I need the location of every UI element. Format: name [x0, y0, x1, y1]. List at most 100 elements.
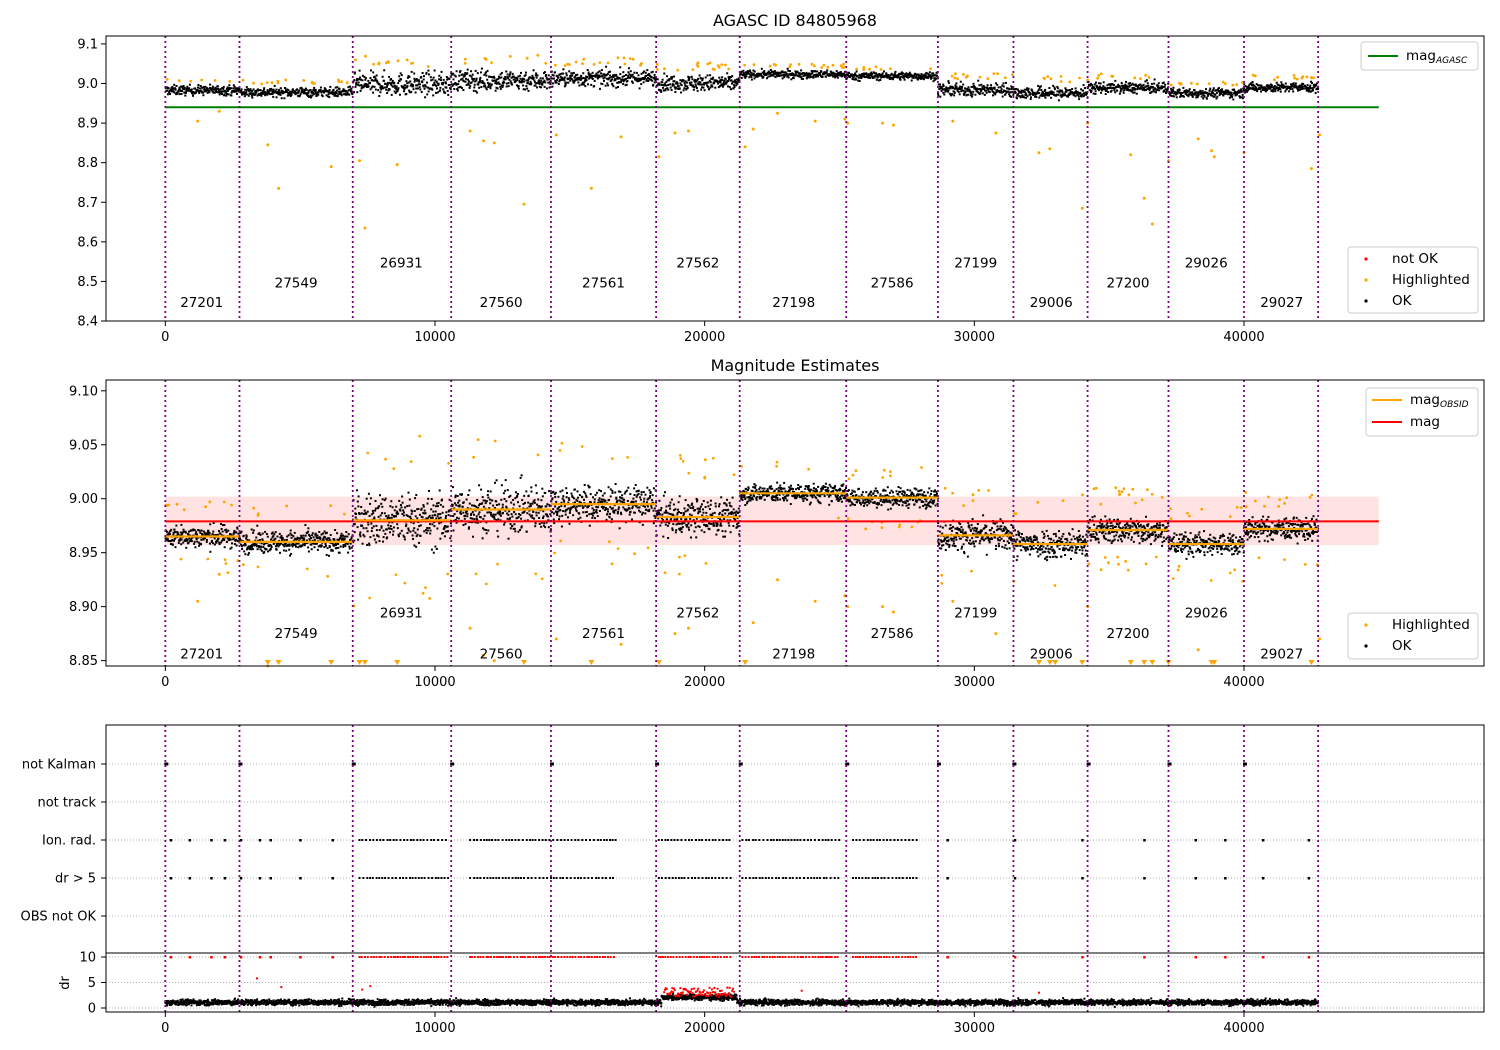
ok-point	[875, 78, 878, 81]
ok-point	[503, 81, 506, 84]
ok-point	[690, 75, 693, 78]
ok-point	[1148, 89, 1151, 92]
ok-point	[352, 541, 355, 544]
highlighted-point	[1293, 76, 1296, 80]
ok-point	[671, 529, 674, 532]
ok-point	[761, 71, 764, 74]
ok-point	[1233, 88, 1236, 91]
ok-point	[561, 78, 564, 81]
legend-not-ok-label: not OK	[1392, 251, 1439, 267]
ok-point	[1179, 95, 1182, 98]
highlighted-outlier	[492, 141, 496, 145]
ok-point	[182, 531, 184, 534]
ok-point	[618, 527, 621, 530]
ok-point	[480, 67, 483, 70]
ok-point	[414, 78, 417, 81]
ok-point	[233, 531, 236, 534]
ok-point	[901, 76, 904, 79]
ok-point	[1067, 95, 1070, 98]
ok-point	[682, 514, 685, 517]
ok-point	[378, 505, 381, 508]
ok-point	[986, 84, 989, 87]
ok-point	[1282, 86, 1285, 89]
ok-point	[913, 74, 916, 77]
ok-point	[687, 522, 690, 525]
ok-point	[345, 535, 348, 538]
ok-point	[661, 81, 664, 84]
ok-point	[1228, 91, 1231, 94]
highlighted-outlier	[522, 202, 526, 206]
ok-point	[1196, 91, 1199, 94]
ok-point	[598, 76, 601, 79]
ok-point	[475, 517, 478, 520]
ok-point	[169, 88, 172, 91]
ok-point	[495, 82, 498, 85]
ok-point	[169, 533, 171, 536]
ok-point	[507, 537, 510, 540]
ok-point	[1023, 91, 1026, 93]
ok-point	[959, 80, 962, 83]
ok-point	[175, 93, 178, 96]
ok-point	[439, 516, 442, 519]
ok-point	[930, 76, 933, 79]
ok-point	[644, 71, 647, 74]
ok-point	[428, 489, 430, 492]
ok-point	[649, 491, 652, 494]
ok-point	[459, 70, 462, 72]
ok-point	[1029, 93, 1032, 96]
ok-point	[1164, 88, 1167, 91]
ok-point	[1277, 83, 1280, 86]
ok-point	[415, 78, 418, 80]
ok-point	[290, 92, 293, 94]
ok-point	[262, 546, 265, 548]
ok-point	[220, 541, 223, 544]
highlighted-point	[354, 58, 357, 62]
ok-point	[638, 77, 641, 80]
ok-point	[684, 518, 687, 521]
ok-point	[195, 530, 198, 533]
ok-point	[1064, 87, 1067, 90]
ok-point	[979, 88, 982, 90]
ok-point	[1156, 88, 1159, 91]
ok-point	[232, 538, 235, 541]
highlighted-outlier	[395, 163, 399, 167]
ok-point	[360, 512, 363, 515]
ok-point	[1048, 94, 1050, 97]
ok-point	[398, 80, 401, 82]
ok-point	[1294, 82, 1297, 85]
ok-point	[202, 538, 205, 541]
ok-point	[314, 92, 317, 95]
ok-point	[566, 492, 568, 494]
ok-point	[1248, 83, 1251, 86]
ok-point	[462, 511, 465, 514]
ok-point	[244, 88, 247, 91]
ok-point	[267, 90, 270, 93]
ok-point	[961, 86, 964, 89]
ok-point	[301, 89, 304, 92]
ok-point	[571, 79, 574, 82]
ok-point	[429, 76, 432, 79]
ok-point	[604, 84, 607, 87]
ok-point	[1117, 83, 1120, 86]
ok-point	[531, 516, 534, 519]
ok-point	[669, 507, 672, 510]
ok-point	[1214, 93, 1217, 96]
ok-point	[622, 506, 625, 509]
ok-point	[673, 75, 675, 78]
ok-point	[182, 528, 185, 531]
highlighted-point	[826, 65, 830, 69]
highlighted-outlier	[994, 131, 998, 135]
highlighted-point	[490, 61, 493, 64]
ok-point	[193, 529, 196, 532]
ok-point	[271, 91, 274, 94]
ok-point	[560, 525, 563, 528]
ok-point	[384, 497, 387, 500]
ok-point	[1225, 92, 1228, 95]
ok-point	[185, 91, 187, 94]
ok-point	[800, 69, 803, 72]
highlighted-point	[623, 62, 627, 66]
ok-point	[900, 75, 903, 78]
ok-point	[805, 71, 808, 74]
ok-point	[525, 79, 528, 82]
ok-point	[660, 521, 663, 524]
